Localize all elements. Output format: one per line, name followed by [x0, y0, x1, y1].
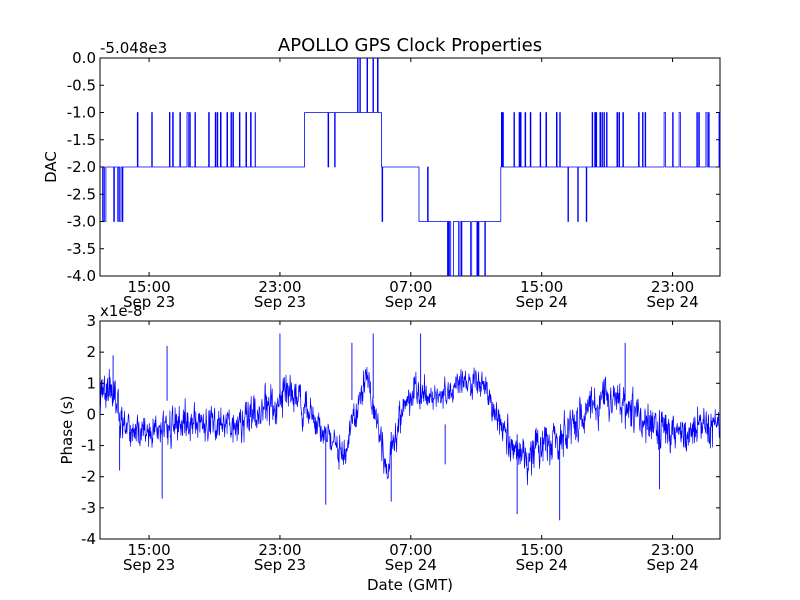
dac-y-ticks: 0.0 -0.5 -1.0 -1.5 -2.0 -2.5 -3.0 -3.5 -4.0	[67, 49, 720, 285]
dac-panel: 0.0 -0.5 -1.0 -1.5 -2.0 -2.5 -3.0 -3.5 -4.0 15:0…	[42, 39, 721, 311]
y-tick-label: -1.5	[67, 131, 96, 149]
x-tick-date: Sep 24	[516, 556, 568, 574]
x-tick-date: Sep 23	[254, 556, 306, 574]
x-tick-date: Sep 23	[123, 556, 175, 574]
dac-line	[100, 57, 721, 277]
y-tick-label: 0.0	[72, 49, 96, 67]
y-tick-label: -2.5	[67, 185, 96, 203]
phase-y-axis-label: Phase (s)	[58, 395, 76, 464]
x-tick-time: 23:00	[258, 541, 301, 559]
y-tick-label: -4.0	[67, 267, 96, 285]
y-tick-label: -3.5	[67, 240, 96, 258]
chart-title: APOLLO GPS Clock Properties	[278, 35, 542, 56]
y-tick-label: 2	[86, 343, 96, 361]
x-tick-time: 15:00	[127, 278, 170, 296]
x-tick-date: Sep 24	[646, 293, 698, 311]
y-tick-label: -4	[81, 530, 96, 548]
phase-line	[99, 366, 721, 486]
x-tick-date: Sep 23	[123, 293, 175, 311]
dac-series	[100, 57, 721, 277]
x-tick-time: 07:00	[389, 541, 432, 559]
x-tick-date: Sep 24	[646, 556, 698, 574]
x-tick-date: Sep 24	[385, 556, 437, 574]
phase-x-axis-label: Date (GMT)	[367, 576, 453, 594]
y-tick-label: -0.5	[67, 76, 96, 94]
x-tick-time: 07:00	[389, 278, 432, 296]
y-tick-label: 1	[86, 374, 96, 392]
y-tick-label: -2	[81, 468, 96, 486]
x-tick-time: 23:00	[651, 278, 694, 296]
x-tick-time: 15:00	[520, 278, 563, 296]
y-tick-label: 0	[86, 405, 96, 423]
y-tick-label: -3.0	[67, 213, 96, 231]
phase-offset-label: x1e-8	[100, 302, 143, 320]
x-tick-time: 23:00	[258, 278, 301, 296]
y-tick-label: -1.0	[67, 104, 96, 122]
dac-offset-label: -5.048e3	[100, 39, 167, 57]
y-tick-label: -1	[81, 437, 96, 455]
phase-axes-frame	[99, 320, 721, 540]
x-tick-time: 23:00	[651, 541, 694, 559]
y-tick-label: 3	[86, 312, 96, 330]
x-tick-time: 15:00	[127, 541, 170, 559]
y-tick-label: -2.0	[67, 158, 96, 176]
x-tick-date: Sep 24	[385, 293, 437, 311]
x-tick-date: Sep 24	[516, 293, 568, 311]
dac-y-axis-label: DAC	[42, 151, 60, 183]
phase-y-ticks: 3 2 1 0 -1 -2 -3 -4	[81, 312, 720, 548]
x-tick-time: 15:00	[520, 541, 563, 559]
y-tick-label: -3	[81, 499, 96, 517]
x-tick-date: Sep 23	[254, 293, 306, 311]
phase-series	[99, 333, 721, 521]
